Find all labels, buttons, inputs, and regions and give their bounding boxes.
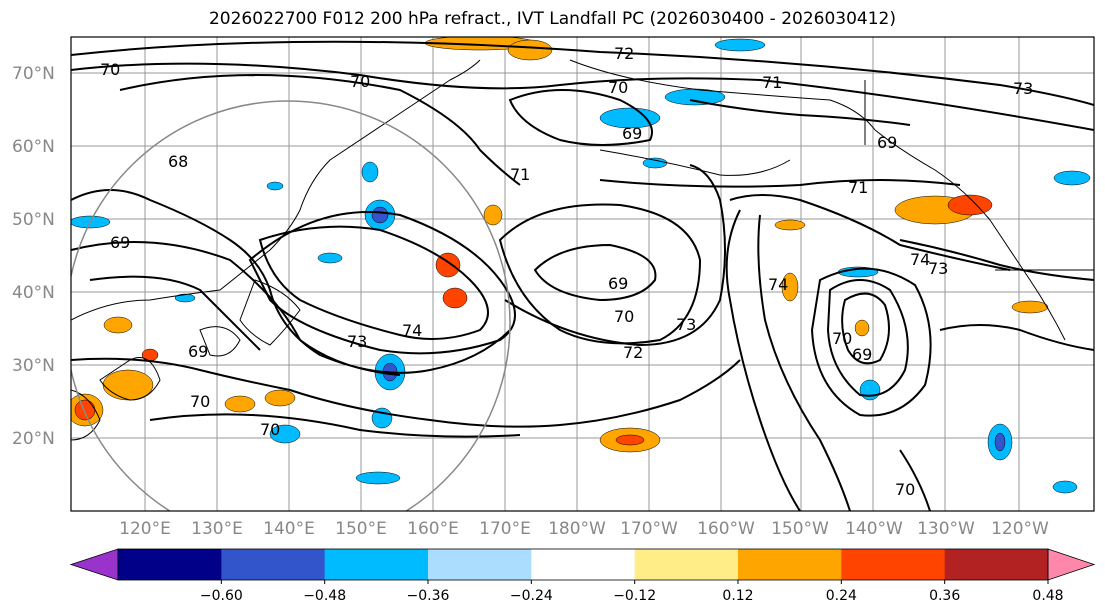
colorbar-extend-left bbox=[69, 548, 119, 581]
lat-label-60n: 60°N bbox=[12, 137, 55, 157]
lon-label: 150°W bbox=[771, 519, 829, 539]
latitude-labels: 70°N 60°N 50°N 40°N 30°N 20°N bbox=[12, 64, 55, 449]
lat-label-40n: 40°N bbox=[12, 283, 55, 303]
contour-lines bbox=[71, 40, 1094, 511]
contour-label: 69 bbox=[852, 345, 872, 364]
contour-label: 70 bbox=[350, 72, 370, 91]
lon-label: 170°E bbox=[479, 519, 531, 539]
lon-label: 150°E bbox=[335, 519, 387, 539]
contour-label: 73 bbox=[347, 332, 367, 351]
contour-label: 70 bbox=[614, 307, 634, 326]
colorbar-segment bbox=[324, 549, 429, 580]
lat-label-50n: 50°N bbox=[12, 210, 55, 230]
contour-label: 69 bbox=[877, 133, 897, 152]
lon-label: 140°W bbox=[845, 519, 903, 539]
contour-label: 69 bbox=[188, 342, 208, 361]
colorbar-tick-label: 0.12 bbox=[722, 588, 753, 604]
lon-label: 160°W bbox=[697, 519, 755, 539]
lon-label: 170°W bbox=[620, 519, 678, 539]
contour-label: 70 bbox=[608, 78, 628, 97]
contour-label: 74 bbox=[768, 275, 788, 294]
colorbar-segment bbox=[118, 549, 222, 580]
filled-anomaly-regions bbox=[71, 37, 1091, 494]
lon-label: 120°W bbox=[991, 519, 1049, 539]
range-circle bbox=[71, 100, 511, 511]
contour-label: 69 bbox=[608, 274, 628, 293]
contour-label: 70 bbox=[832, 329, 852, 348]
lon-label: 180°W bbox=[548, 519, 606, 539]
colorbar-extend-right bbox=[1047, 548, 1096, 581]
colorbar-segment bbox=[944, 549, 1049, 580]
contour-label: 71 bbox=[510, 165, 530, 184]
colorbar-segment bbox=[841, 549, 946, 580]
contour-label: 68 bbox=[168, 152, 188, 171]
colorbar-tick-label: −0.12 bbox=[613, 588, 656, 604]
contour-label: 72 bbox=[614, 44, 634, 63]
lon-label: 140°E bbox=[263, 519, 315, 539]
lat-label-70n: 70°N bbox=[12, 64, 55, 84]
contour-label: 72 bbox=[623, 343, 643, 362]
lon-label: 130°E bbox=[191, 519, 243, 539]
contour-label: 73 bbox=[1013, 79, 1033, 98]
colorbar-segment bbox=[221, 549, 326, 580]
colorbar-segment bbox=[634, 549, 739, 580]
colorbar-segment bbox=[428, 549, 532, 580]
colorbar-tick-label: −0.60 bbox=[200, 588, 243, 604]
map-frame bbox=[70, 36, 1095, 512]
colorbar-segment bbox=[738, 549, 842, 580]
contour-label-group: 72 70 71 73 70 69 69 68 71 71 69 69 70 7… bbox=[100, 44, 1033, 499]
longitude-labels: 120°E 130°E 140°E 150°E 160°E 170°E 180°… bbox=[119, 519, 1049, 539]
contour-label: 71 bbox=[762, 73, 782, 92]
lat-label-30n: 30°N bbox=[12, 356, 55, 376]
map-area bbox=[71, 37, 1094, 511]
contour-label: 69 bbox=[110, 233, 130, 252]
map-title: 2026022700 F012 200 hPa refract., IVT La… bbox=[208, 9, 896, 29]
colorbar-border bbox=[117, 548, 1049, 581]
coastlines bbox=[71, 59, 1094, 441]
colorbar-tick-label: 0.48 bbox=[1032, 588, 1063, 604]
contour-label: 70 bbox=[190, 392, 210, 411]
colorbar-tick-label: −0.36 bbox=[407, 588, 450, 604]
lat-label-20n: 20°N bbox=[12, 429, 55, 449]
contour-label: 70 bbox=[100, 60, 120, 79]
colorbar-tick-label: −0.24 bbox=[510, 588, 553, 604]
lon-label: 130°W bbox=[917, 519, 975, 539]
contour-label: 70 bbox=[260, 420, 280, 439]
colorbar: −0.60 −0.48 −0.36 −0.24 −0.12 0.12 0.24 0.36 0.4… bbox=[69, 548, 1096, 604]
colorbar-tick-label: −0.48 bbox=[303, 588, 346, 604]
colorbar-tick-label: 0.36 bbox=[929, 588, 960, 604]
colorbar-segment bbox=[531, 549, 636, 580]
colorbar-tick-label: 0.24 bbox=[826, 588, 857, 604]
contour-label: 71 bbox=[848, 178, 868, 197]
contour-label: 73 bbox=[676, 315, 696, 334]
contour-label: 74 bbox=[402, 321, 422, 340]
contour-label: 70 bbox=[895, 480, 915, 499]
contour-label: 73 bbox=[928, 259, 948, 278]
lon-label: 160°E bbox=[407, 519, 459, 539]
contour-label: 69 bbox=[622, 124, 642, 143]
contour-label: 74 bbox=[910, 250, 930, 269]
lon-label: 120°E bbox=[119, 519, 171, 539]
